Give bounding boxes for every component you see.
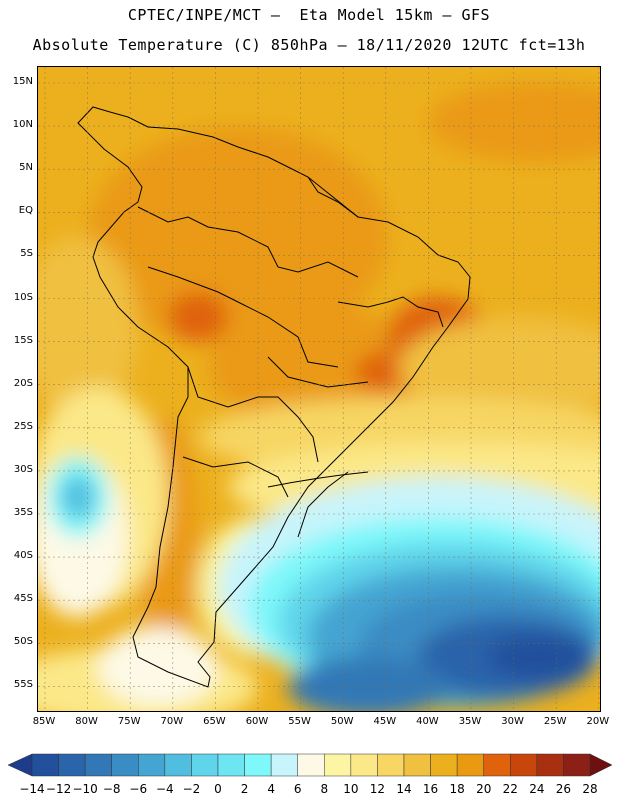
latitude-label: 15S xyxy=(13,334,33,346)
map-subtitle: Absolute Temperature (C) 850hPa – 18/11/… xyxy=(32,36,586,54)
latitude-label: 25S xyxy=(13,420,33,432)
colorbar-label: 24 xyxy=(529,782,545,796)
longitude-label: 75W xyxy=(117,716,141,727)
color-scale-bar xyxy=(7,753,613,777)
longitude-label: 40W xyxy=(416,716,439,727)
colorbar-segment xyxy=(456,753,484,777)
colorbar-segment xyxy=(138,753,166,777)
latitude-label: 10N xyxy=(12,119,33,131)
colorbar-label: −12 xyxy=(45,782,72,796)
latitude-label: 10S xyxy=(13,291,33,303)
longitude-label: 80W xyxy=(75,716,98,727)
colorbar-segment xyxy=(270,753,298,777)
colorbar-label: −14 xyxy=(19,782,45,796)
colorbar-label: 28 xyxy=(582,782,598,796)
longitude-label: 25W xyxy=(543,716,567,727)
colorbar-label: −4 xyxy=(155,782,174,796)
longitude-label: 85W xyxy=(32,716,56,727)
colorbar-label: −10 xyxy=(72,782,98,796)
colorbar-segment xyxy=(350,753,378,777)
longitude-label: 30W xyxy=(501,716,524,727)
temperature-map xyxy=(37,66,601,712)
colorbar-label: −6 xyxy=(129,782,148,796)
latitude-label: 40S xyxy=(13,550,33,562)
colorbar-segment xyxy=(31,753,59,777)
latitude-label: 30S xyxy=(13,463,33,475)
colorbar-min-arrow xyxy=(7,753,33,777)
colorbar-label: 0 xyxy=(214,782,222,796)
latitude-label: 55S xyxy=(13,679,33,691)
colorbar-label: 6 xyxy=(293,782,302,796)
latitude-label: 45S xyxy=(13,593,33,605)
colorbar-segment xyxy=(324,753,352,777)
colorbar-label: 12 xyxy=(369,782,386,796)
temperature-shading xyxy=(38,82,600,711)
colorbar-segment xyxy=(377,753,405,777)
colorbar-segment xyxy=(483,753,511,777)
longitude-label: 35W xyxy=(458,716,482,727)
colorbar-label: 22 xyxy=(502,782,518,796)
colorbar-label: 4 xyxy=(267,782,275,796)
colorbar-segment xyxy=(510,753,538,777)
latitude-label: 50S xyxy=(13,636,33,648)
colorbar-segment xyxy=(164,753,192,777)
colorbar-segment xyxy=(217,753,245,777)
colorbar-segment xyxy=(563,753,591,777)
colorbar-label: −2 xyxy=(182,782,201,796)
colorbar-max-arrow xyxy=(589,753,613,777)
colorbar-segment xyxy=(58,753,86,777)
colorbar-segment xyxy=(244,753,272,777)
latitude-label: 35S xyxy=(13,507,33,518)
longitude-label: 55W xyxy=(288,716,311,727)
colorbar-segment xyxy=(191,753,219,777)
latitude-label: EQ xyxy=(18,205,33,217)
colorbar-label: 16 xyxy=(422,782,439,796)
colorbar-label: 20 xyxy=(476,782,492,796)
colorbar-segment xyxy=(536,753,564,777)
longitude-label: 50W xyxy=(330,716,354,727)
colorbar-label: 10 xyxy=(343,782,359,796)
latitude-label: 15N xyxy=(12,76,33,87)
colorbar-segment xyxy=(430,753,458,777)
graticule xyxy=(38,67,600,711)
colorbar-label: 8 xyxy=(320,782,329,796)
colorbar-segment xyxy=(403,753,431,777)
colorbar-segment xyxy=(84,753,112,777)
colorbar-label: 18 xyxy=(449,782,465,796)
latitude-label: 5S xyxy=(20,248,33,260)
colorbar-segment xyxy=(111,753,139,777)
longitude-label: 20W xyxy=(586,716,610,727)
colorbar-label: −8 xyxy=(102,782,121,796)
longitude-label: 65W xyxy=(203,716,226,727)
latitude-label: 20S xyxy=(13,377,33,389)
colorbar-label: 2 xyxy=(240,782,249,796)
longitude-label: 60W xyxy=(245,716,269,727)
latitude-label: 5N xyxy=(19,162,33,174)
coastline xyxy=(77,106,471,688)
longitude-label: 45W xyxy=(373,716,397,727)
colorbar-segment xyxy=(297,753,325,777)
colorbar-label: 14 xyxy=(396,782,412,796)
longitude-label: 70W xyxy=(160,716,184,727)
colorbar-label: 26 xyxy=(555,782,572,796)
map-title: CPTEC/INPE/MCT – Eta Model 15km – GFS xyxy=(127,6,491,24)
